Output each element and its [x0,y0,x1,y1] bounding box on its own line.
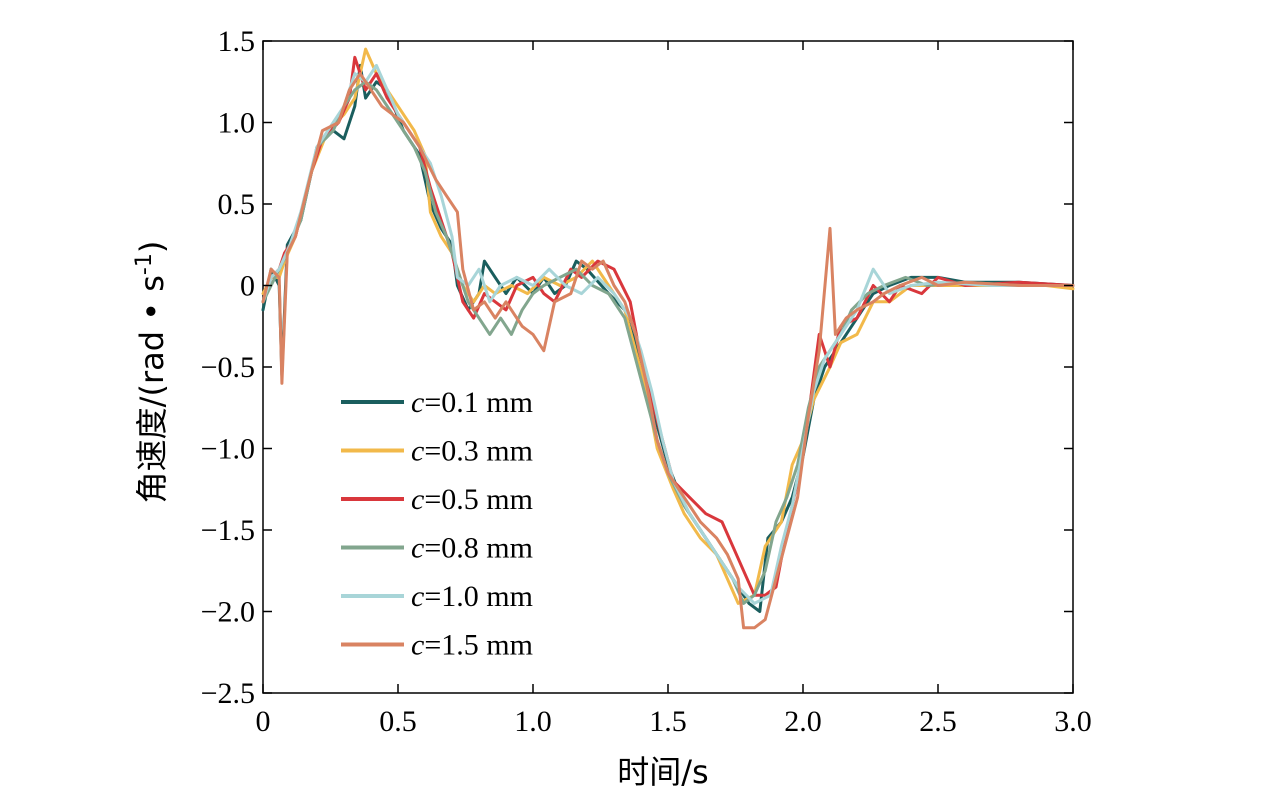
series-line-3 [261,55,1075,597]
legend-label-rest: =0.8 mm [424,532,533,565]
y-tick-label: −2.0 [201,596,255,629]
legend-label: c=0.1 mm [411,386,533,419]
y-tick-label: 1.5 [218,25,256,58]
x-tick-label: 2.0 [784,705,822,738]
legend-label-rest: =1.0 mm [424,580,533,613]
legend-item: c=0.1 mm [341,386,533,419]
series-line-1 [261,63,1075,613]
legend-label: c=0.3 mm [411,435,533,468]
y-tick-label: −0.5 [201,351,255,384]
y-tick-label: 0.5 [218,188,256,221]
y-tick-label: 1.0 [218,107,256,140]
legend-label-var: c [411,483,424,516]
legend-label-var: c [411,532,424,565]
x-axis: 0 0.5 1.0 1.5 2.0 2.5 3.0 [256,41,1092,738]
y-axis: 1.5 1.0 0.5 0 −0.5 −1.0 −1.5 −2.0 −2.5 [201,25,1073,710]
legend-item: c=0.3 mm [341,435,533,468]
legend-label-rest: =0.1 mm [424,386,533,419]
legend-label: c=0.5 mm [411,483,533,516]
y-tick-label: −1.5 [201,514,255,547]
series-layer [261,47,1075,630]
legend-label-var: c [411,386,424,419]
x-tick-label: 0 [256,705,271,738]
legend-label: c=1.0 mm [411,580,533,613]
series-line-2 [261,47,1075,605]
x-tick-label: 3.0 [1054,705,1092,738]
legend-label-rest: =0.5 mm [424,483,533,516]
legend-item: c=1.0 mm [341,580,533,613]
legend-label-var: c [411,629,424,662]
y-axis-label-main: 角速度/(rad • s [133,275,171,503]
legend: c=0.1 mmc=0.3 mmc=0.5 mmc=0.8 mmc=1.0 mm… [341,386,533,662]
y-tick-label: −1.0 [201,433,255,466]
x-tick-label: 2.5 [919,705,957,738]
x-tick-label: 1.0 [514,705,552,738]
y-tick-label: −2.5 [201,677,255,710]
legend-item: c=0.5 mm [341,483,533,516]
legend-label: c=0.8 mm [411,532,533,565]
series-line-5 [261,63,1075,605]
legend-item: c=0.8 mm [341,532,533,565]
series-line-4 [261,80,1075,605]
y-tick-label: 0 [240,270,255,303]
series-line-6 [261,72,1075,630]
x-tick-label: 0.5 [379,705,417,738]
y-axis-label-sup: -1 [132,253,157,275]
legend-label-var: c [411,580,424,613]
x-axis-label: 时间/s [617,753,708,791]
legend-label-var: c [411,435,424,468]
y-axis-label-close: ) [133,241,171,253]
legend-label-rest: =1.5 mm [424,629,533,662]
legend-item: c=1.5 mm [341,629,533,662]
legend-label-rest: =0.3 mm [424,435,533,468]
x-tick-label: 1.5 [649,705,687,738]
legend-label: c=1.5 mm [411,629,533,662]
y-axis-label: 角速度/(rad • s-1) [132,241,171,504]
